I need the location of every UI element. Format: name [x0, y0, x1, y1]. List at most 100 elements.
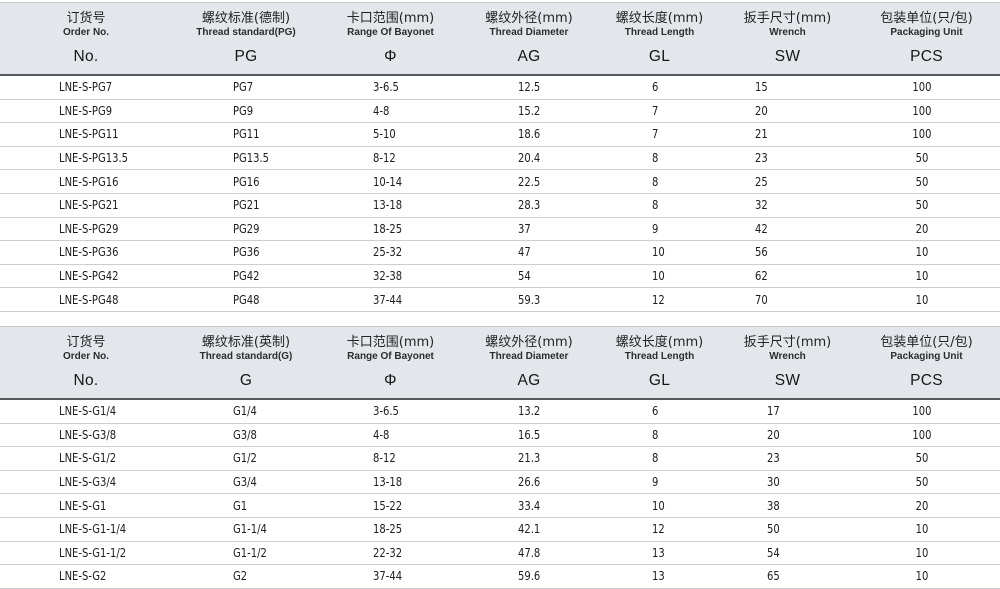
table-cell: 22-32: [320, 541, 461, 566]
cell-value: 100: [912, 79, 932, 95]
cell-value: G1-1/4: [233, 521, 267, 537]
column-header-3: 卡口范围(mm) Range Of Bayonet Φ: [320, 325, 461, 400]
table-cell: 42: [722, 217, 853, 242]
cell-value: 15: [755, 79, 768, 95]
table-cell: G2: [172, 564, 320, 589]
table-cell: LNE-S-PG36: [0, 240, 172, 265]
cell-value: 59.3: [518, 291, 541, 307]
column-label-en: Order No.: [62, 27, 110, 38]
table-cell: 32: [722, 193, 853, 218]
table-cell: LNE-S-PG11: [0, 122, 172, 147]
table-cell: 50: [853, 193, 1000, 218]
cell-value: 12: [652, 291, 665, 307]
cell-value: 10: [915, 291, 929, 307]
cell-value: 4-8: [373, 102, 390, 118]
table-cell: 70: [722, 287, 853, 312]
cell-value: 32: [755, 197, 768, 213]
table-cell: 20: [853, 493, 1000, 518]
column-label-en: Packaging Unit: [890, 27, 963, 38]
cell-value: 22-32: [373, 544, 403, 560]
cell-value: 8: [652, 150, 659, 166]
table-cell: 8: [597, 146, 722, 171]
column-label-en: Order No.: [62, 350, 110, 362]
table-cell: PG16: [172, 169, 320, 194]
table-cell: 8: [597, 193, 722, 218]
column-label-en: Wrench: [769, 27, 806, 38]
column-code: GL: [648, 48, 671, 65]
table-cell: PG42: [172, 264, 320, 289]
column-label-zh: 螺纹外径(mm): [485, 11, 573, 26]
column-label-zh: 卡口范围(mm): [346, 334, 435, 350]
table-cell: 10-14: [320, 169, 461, 194]
table-row: LNE-S-PG9 PG9 4-8 15.2 7 20 100: [0, 99, 1000, 124]
cell-value: 8: [652, 450, 659, 466]
cell-value: 3-6.5: [373, 79, 399, 95]
cell-value: PG36: [233, 244, 260, 260]
table-cell: 13-18: [320, 470, 461, 495]
cell-value: 7: [652, 126, 659, 142]
table-cell: G1/2: [172, 446, 320, 471]
cell-value: G1: [233, 497, 248, 513]
table-cell: PG9: [172, 99, 320, 124]
table-cell: 15-22: [320, 493, 461, 518]
table-cell: 13.2: [461, 398, 597, 424]
cell-value: 37-44: [373, 291, 403, 307]
table-cell: 50: [853, 470, 1000, 495]
cell-value: 10: [915, 544, 929, 560]
column-label-zh: 扳手尺寸(mm): [743, 11, 832, 26]
table-cell: 3-6.5: [320, 75, 461, 100]
table-cell: 9: [597, 470, 722, 495]
column-label-en: Thread standard(PG): [196, 27, 296, 38]
cell-value: PG29: [233, 220, 260, 236]
column-label-en: Thread Diameter: [489, 27, 569, 38]
cell-value: 28.3: [518, 197, 541, 213]
table-row: LNE-S-PG21 PG21 13-18 28.3 8 32 50: [0, 193, 1000, 218]
cell-value: 50: [915, 150, 929, 166]
column-label-en: Thread standard(G): [199, 350, 293, 362]
column-label-zh: 螺纹外径(mm): [485, 334, 573, 350]
table-row: LNE-S-PG42 PG42 32-38 54 10 62 10: [0, 264, 1000, 289]
table-cell: 50: [853, 446, 1000, 471]
cell-value: 4-8: [373, 426, 390, 442]
table-cell: 10: [853, 240, 1000, 265]
table-cell: LNE-S-PG9: [0, 99, 172, 124]
table-cell: 8: [597, 446, 722, 471]
cell-value: PG7: [233, 79, 254, 95]
cell-value: 25-32: [373, 244, 403, 260]
cell-value: LNE-S-PG9: [59, 102, 113, 118]
cell-value: 47: [518, 244, 531, 260]
table-cell: 18.6: [461, 122, 597, 147]
column-header-2: 螺纹标准(德制) Thread standard(PG) PG: [172, 2, 320, 76]
table-row: LNE-S-G1-1/2 G1-1/2 22-32 47.8 13 54 10: [0, 541, 1000, 566]
table-cell: 20: [853, 217, 1000, 242]
table-cell: 12: [597, 517, 722, 542]
cell-value: 21.3: [518, 450, 541, 466]
column-code: PCS: [910, 371, 943, 389]
table-cell: 21.3: [461, 446, 597, 471]
table-cell: 26.6: [461, 470, 597, 495]
g-table-body: LNE-S-G1/4 G1/4 3-6.5 13.2 6 17 100 LNE-S-G3/8 G…: [0, 398, 1000, 589]
cell-value: 5-10: [373, 126, 396, 142]
table-cell: 54: [461, 264, 597, 289]
pg-thread-spec-table: 订货号 Order No. No. 螺纹标准(德制) Thread standard(P…: [0, 2, 1000, 312]
table-cell: G1: [172, 493, 320, 518]
column-label-en: Range Of Bayonet: [347, 350, 434, 362]
cell-value: 50: [915, 474, 929, 490]
column-header-2: 螺纹标准(英制) Thread standard(G) G: [172, 325, 320, 400]
cell-value: 100: [912, 426, 932, 442]
cell-value: 59.6: [518, 568, 541, 584]
cell-value: 10: [652, 244, 665, 260]
cell-value: LNE-S-G3/4: [59, 474, 117, 490]
column-header-7: 包装单位(只/包) Packaging Unit PCS: [853, 2, 1000, 76]
cell-value: 12.5: [518, 79, 541, 95]
table-cell: 18-25: [320, 517, 461, 542]
table-row: LNE-S-G2 G2 37-44 59.6 13 65 10: [0, 564, 1000, 589]
table-cell: PG48: [172, 287, 320, 312]
cell-value: 32-38: [373, 268, 403, 284]
cell-value: 100: [912, 126, 932, 142]
cell-value: 20: [755, 102, 768, 118]
cell-value: 50: [767, 521, 780, 537]
column-header-3: 卡口范围(mm) Range Of Bayonet Φ: [320, 2, 461, 76]
table-cell: 15.2: [461, 99, 597, 124]
cell-value: 37-44: [373, 568, 403, 584]
